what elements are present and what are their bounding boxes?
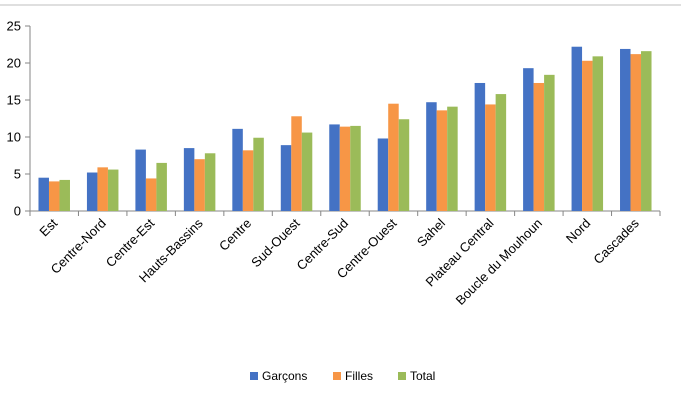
bar-filles <box>291 116 302 211</box>
y-tick-label: 10 <box>7 130 21 145</box>
bar-gar-ons <box>232 128 243 211</box>
bar-filles <box>194 159 205 211</box>
bar-total <box>592 56 604 212</box>
bar-gar-ons <box>571 46 583 211</box>
bar-filles <box>339 126 351 211</box>
bar-gar-ons <box>280 145 292 211</box>
category-label: Nord <box>563 216 594 247</box>
bar-filles <box>485 104 496 211</box>
bar-gar-ons <box>329 124 340 211</box>
y-axis: 0 5 10 15 20 25 <box>7 19 31 219</box>
bar-total <box>447 106 458 211</box>
category-label: Est <box>36 215 60 239</box>
y-tick-label: 0 <box>14 204 21 219</box>
category-label: Centre <box>216 216 254 254</box>
bar-filles <box>145 178 157 211</box>
bar-gar-ons <box>523 68 534 212</box>
bar-filles <box>97 167 108 211</box>
bar-gar-ons <box>426 102 437 211</box>
bar-total <box>398 119 410 211</box>
bar-total <box>59 179 70 211</box>
bar-total <box>253 137 264 211</box>
bar-filles <box>582 60 593 211</box>
legend-label: Garçons <box>262 369 307 383</box>
category-label: Cascades <box>590 215 642 267</box>
bar-gar-ons <box>183 148 195 211</box>
bar-filles <box>533 82 545 211</box>
legend-label: Total <box>410 369 435 383</box>
bar-gar-ons <box>86 172 98 211</box>
legend-swatch <box>250 372 258 380</box>
bar-total <box>204 153 216 211</box>
bar-total <box>107 169 119 211</box>
y-tick-label: 5 <box>14 167 21 182</box>
bar-total <box>544 74 555 211</box>
legend-swatch <box>333 372 341 380</box>
legend-swatch <box>398 372 406 380</box>
category-label: Boucle du Mouhoun <box>453 216 545 308</box>
bar-total <box>641 51 652 211</box>
bars <box>38 46 652 212</box>
bar-total <box>350 125 361 211</box>
bar-filles <box>388 103 399 211</box>
x-axis <box>29 210 661 216</box>
y-tick-label: 15 <box>7 93 21 108</box>
bar-filles <box>48 181 60 211</box>
bar-gar-ons <box>38 177 49 211</box>
legend: Garçons Filles Total <box>250 369 435 383</box>
y-tick-label: 25 <box>7 19 21 34</box>
bar-gar-ons <box>377 138 389 211</box>
bar-total <box>156 162 167 211</box>
bar-filles <box>242 150 254 211</box>
bar-filles <box>436 110 448 211</box>
bar-total <box>495 94 507 211</box>
y-tick-label: 20 <box>7 56 21 71</box>
bar-total <box>301 132 313 211</box>
category-label: Sahel <box>414 215 448 249</box>
bar-gar-ons <box>474 82 486 211</box>
bar-filles <box>630 54 642 212</box>
bar-gar-ons <box>135 149 146 211</box>
legend-label: Filles <box>345 369 373 383</box>
bar-gar-ons <box>620 48 631 211</box>
